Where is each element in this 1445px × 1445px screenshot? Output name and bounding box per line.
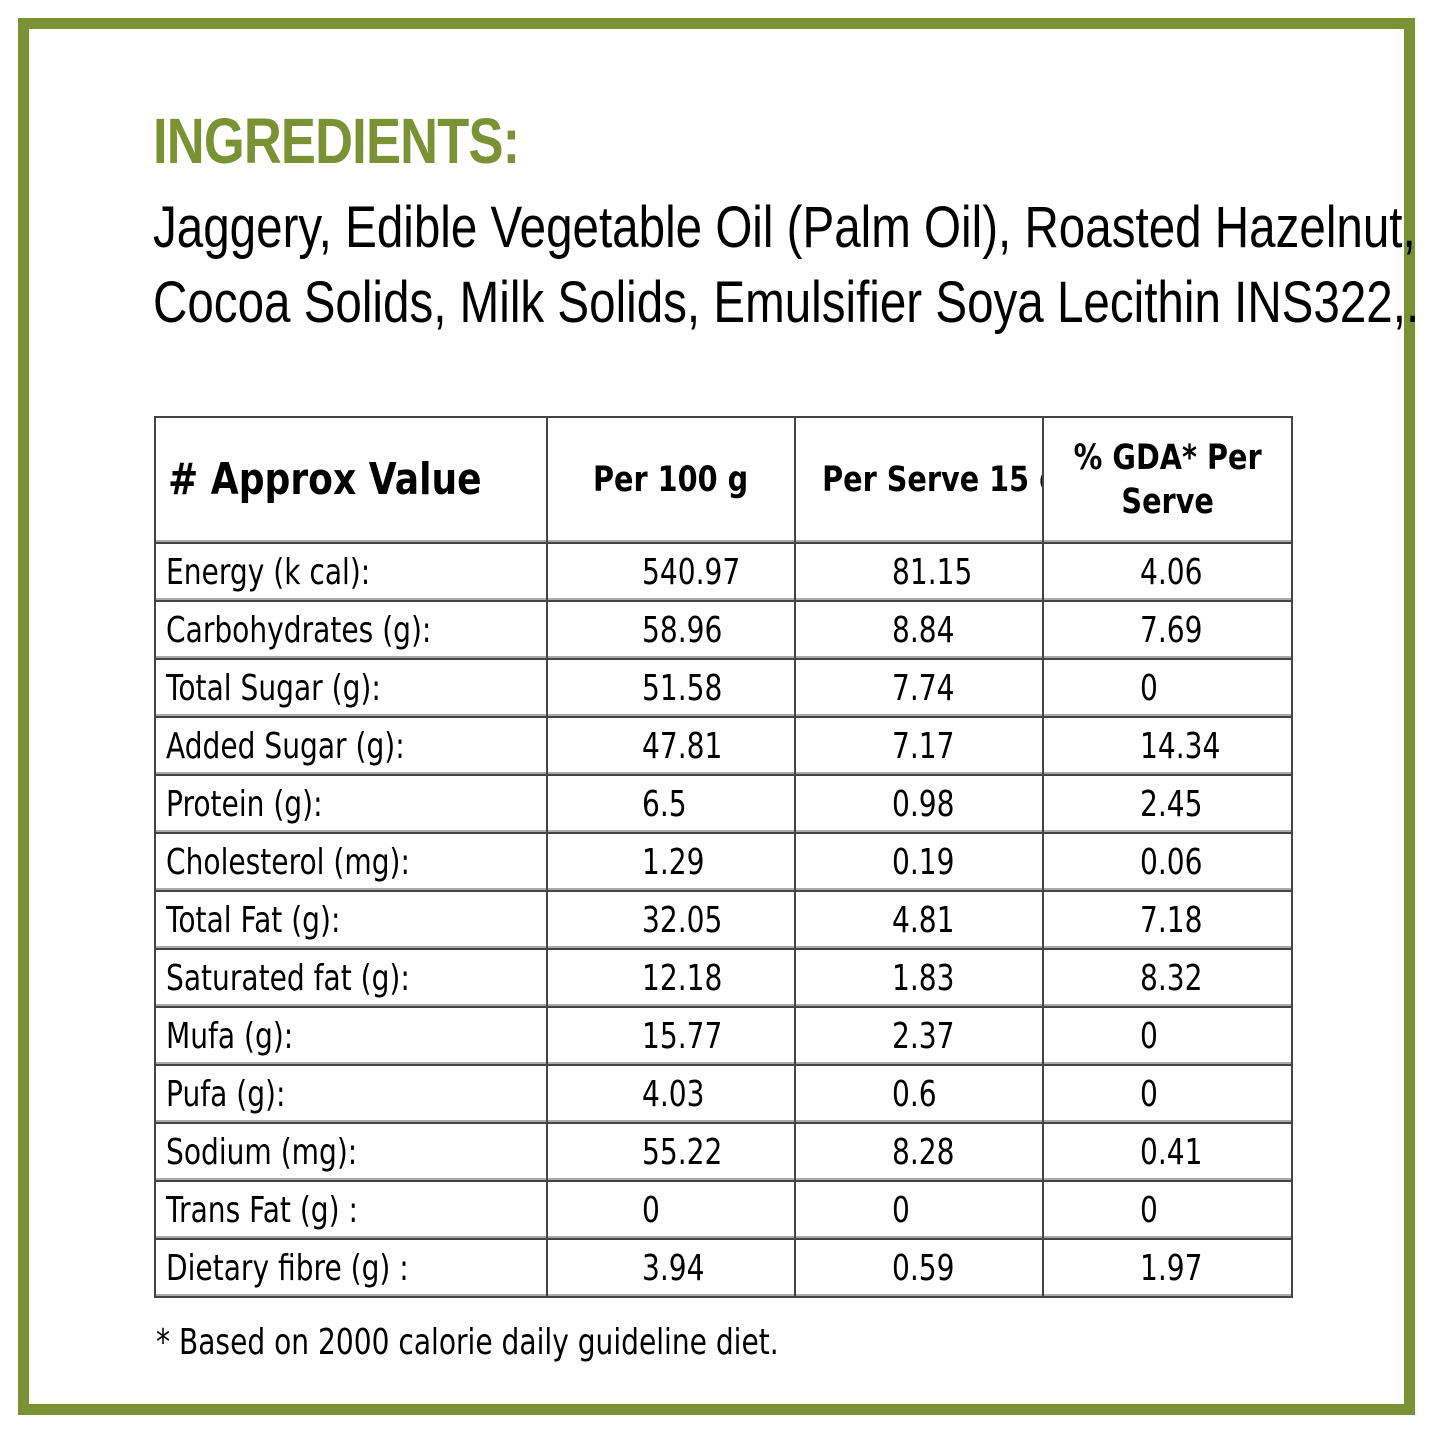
nutrient-label: Carbohydrates (g):: [154, 600, 548, 660]
value-per-serve: 8.84: [794, 600, 1044, 660]
table-row: Cholesterol (mg): 1.29 0.19 0.06: [154, 832, 1293, 892]
ingredients-heading: INGREDIENTS:: [153, 105, 520, 177]
value-gda: 0.41: [1042, 1122, 1293, 1182]
value-per-serve: 7.74: [794, 658, 1044, 718]
nutrient-label: Total Fat (g):: [154, 890, 548, 950]
ingredients-line: Cocoa Solids, Milk Solids, Emulsifier So…: [153, 270, 1420, 335]
value-gda: 0: [1042, 1180, 1293, 1240]
value-gda: 0: [1042, 1064, 1293, 1124]
value-per-serve: 1.83: [794, 948, 1044, 1008]
value-gda: 0.06: [1042, 832, 1293, 892]
value-gda: 14.34: [1042, 716, 1293, 776]
table-row: Total Fat (g): 32.05 4.81 7.18: [154, 890, 1293, 950]
nutrient-label: Dietary fibre (g) :: [154, 1238, 548, 1298]
value-per-serve: 2.37: [794, 1006, 1044, 1066]
ingredients-text: Jaggery, Edible Vegetable Oil (Palm Oil)…: [153, 190, 1419, 340]
table-row: Added Sugar (g): 47.81 7.17 14.34: [154, 716, 1293, 776]
value-per-serve: 0.59: [794, 1238, 1044, 1298]
footnote: * Based on 2000 calorie daily guideline …: [156, 1322, 779, 1363]
green-border-frame: [18, 18, 1415, 1415]
nutrient-label: Energy (k cal):: [154, 542, 548, 602]
header-per-serve: Per Serve 15 g: [794, 416, 1044, 544]
value-per-serve: 0.6: [794, 1064, 1044, 1124]
table-row: Dietary fibre (g) :3.94 0.59 1.97: [154, 1238, 1293, 1298]
value-per-100g: 1.29: [546, 832, 796, 892]
value-gda: 7.18: [1042, 890, 1293, 950]
table-row: Carbohydrates (g): 58.96 8.84 7.69: [154, 600, 1293, 660]
value-gda: 8.32: [1042, 948, 1293, 1008]
value-per-serve: 4.81: [794, 890, 1044, 950]
value-per-100g: 51.58: [546, 658, 796, 718]
value-gda: 0: [1042, 1006, 1293, 1066]
ingredients-line: Jaggery, Edible Vegetable Oil (Palm Oil)…: [153, 195, 1416, 260]
table-header-row: # Approx Value Per 100 g Per Serve 15 g …: [154, 416, 1293, 544]
table-row: Sodium (mg): 55.22 8.28 0.41: [154, 1122, 1293, 1182]
value-per-100g: 15.77: [546, 1006, 796, 1066]
nutrient-label: Pufa (g):: [154, 1064, 548, 1124]
header-per-100g: Per 100 g: [546, 416, 796, 544]
nutrient-label: Saturated fat (g):: [154, 948, 548, 1008]
table-row: Protein (g): 6.5 0.98 2.45: [154, 774, 1293, 834]
value-per-100g: 12.18: [546, 948, 796, 1008]
value-gda: 1.97: [1042, 1238, 1293, 1298]
value-gda: 4.06: [1042, 542, 1293, 602]
value-per-serve: 0.98: [794, 774, 1044, 834]
nutrition-table: # Approx Value Per 100 g Per Serve 15 g …: [154, 416, 1293, 1298]
nutrient-label: Trans Fat (g) :: [154, 1180, 548, 1240]
table-row: Pufa (g): 4.03 0.6 0: [154, 1064, 1293, 1124]
value-per-100g: 55.22: [546, 1122, 796, 1182]
value-per-100g: 540.97: [546, 542, 796, 602]
value-per-100g: 0: [546, 1180, 796, 1240]
nutrient-label: Cholesterol (mg):: [154, 832, 548, 892]
value-per-serve: 0.19: [794, 832, 1044, 892]
value-per-100g: 32.05: [546, 890, 796, 950]
value-per-100g: 47.81: [546, 716, 796, 776]
table-row: Total Sugar (g): 51.58 7.74 0: [154, 658, 1293, 718]
value-per-serve: 7.17: [794, 716, 1044, 776]
value-per-serve: 0: [794, 1180, 1044, 1240]
nutrient-label: Sodium (mg):: [154, 1122, 548, 1182]
value-per-serve: 8.28: [794, 1122, 1044, 1182]
value-gda: 7.69: [1042, 600, 1293, 660]
value-per-100g: 58.96: [546, 600, 796, 660]
nutrient-label: Added Sugar (g):: [154, 716, 548, 776]
table-row: Mufa (g): 15.77 2.37 0: [154, 1006, 1293, 1066]
value-per-serve: 81.15: [794, 542, 1044, 602]
header-gda-per-serve: % GDA* Per Serve: [1042, 416, 1293, 544]
nutrient-label: Mufa (g):: [154, 1006, 548, 1066]
value-per-100g: 3.94: [546, 1238, 796, 1298]
table-row: Energy (k cal): 540.97 81.15 4.06: [154, 542, 1293, 602]
nutrient-label: Protein (g):: [154, 774, 548, 834]
value-gda: 0: [1042, 658, 1293, 718]
value-gda: 2.45: [1042, 774, 1293, 834]
value-per-100g: 6.5: [546, 774, 796, 834]
nutrient-label: Total Sugar (g):: [154, 658, 548, 718]
table-row: Saturated fat (g): 12.18 1.83 8.32: [154, 948, 1293, 1008]
value-per-100g: 4.03: [546, 1064, 796, 1124]
header-approx-value: # Approx Value: [154, 416, 548, 544]
